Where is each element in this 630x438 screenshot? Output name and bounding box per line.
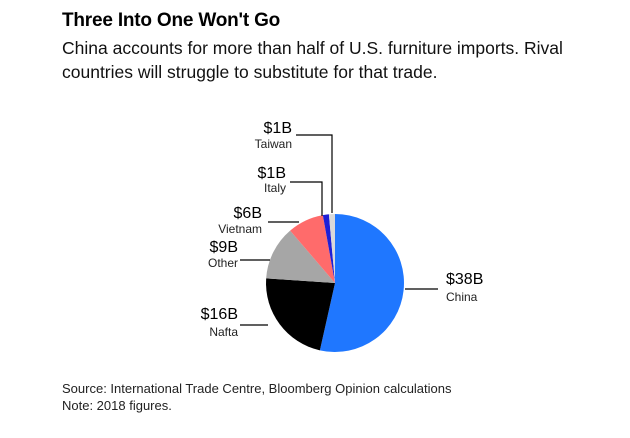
chart-footer: Source: International Trade Centre, Bloo… (62, 380, 452, 414)
slice-name-label-china: China (446, 290, 478, 304)
slice-name-label-other: Other (208, 256, 238, 270)
pie-slice-china (319, 214, 404, 352)
chart-subtitle: China accounts for more than half of U.S… (62, 38, 563, 82)
slice-value-label-italy: $1B (258, 165, 286, 182)
figures-note: Note: 2018 figures. (62, 398, 172, 413)
slice-name-label-vietnam: Vietnam (218, 222, 262, 236)
slice-name-label-italy: Italy (264, 181, 286, 195)
source-note: Source: International Trade Centre, Bloo… (62, 381, 452, 396)
slice-name-label-taiwan: Taiwan (255, 137, 292, 151)
pie-slice-other (266, 230, 335, 283)
pie-slice-italy (322, 214, 335, 283)
slice-value-label-nafta: $16B (201, 306, 238, 323)
leader-line-italy (290, 181, 323, 216)
leader-line-taiwan (296, 134, 333, 213)
pie-slice-vietnam (290, 215, 335, 283)
slice-value-label-other: $9B (210, 239, 238, 256)
pie-slice-nafta (265, 278, 335, 351)
slice-name-label-nafta: Nafta (209, 325, 238, 339)
slice-value-label-china: $38B (446, 271, 483, 288)
slice-value-label-taiwan: $1B (264, 120, 292, 137)
chart-title: Three Into One Won't Go (62, 10, 281, 31)
pie-slice-taiwan (328, 214, 335, 283)
slice-value-label-vietnam: $6B (234, 205, 262, 222)
